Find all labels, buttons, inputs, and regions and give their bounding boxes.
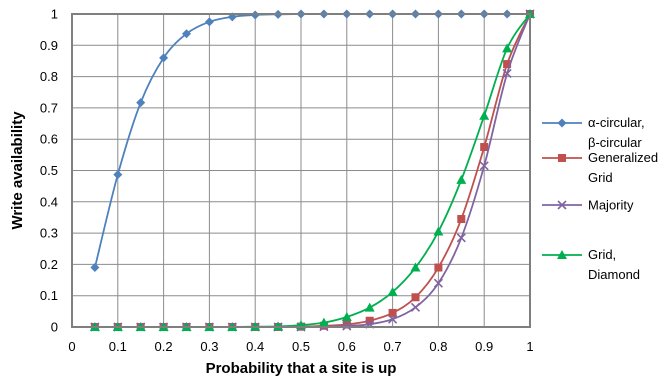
x-tick-label: 0.2 bbox=[155, 339, 173, 354]
data-point bbox=[159, 53, 169, 63]
x-tick-label: 0.1 bbox=[109, 339, 127, 354]
data-point bbox=[502, 43, 513, 53]
x-tick-label: 0.5 bbox=[292, 339, 310, 354]
data-point bbox=[318, 317, 329, 327]
legend-marker bbox=[557, 118, 567, 128]
data-point bbox=[479, 161, 489, 171]
legend-label: Grid, bbox=[588, 247, 616, 262]
x-tick-label: 0.7 bbox=[384, 339, 402, 354]
x-tick-label: 0.4 bbox=[246, 339, 264, 354]
data-point bbox=[434, 263, 443, 272]
y-tick-label: 0.4 bbox=[40, 194, 58, 209]
y-tick-label: 0.7 bbox=[40, 100, 58, 115]
data-point bbox=[410, 302, 421, 312]
legend-label: α-circular, bbox=[588, 115, 645, 130]
data-point bbox=[387, 286, 398, 296]
data-point bbox=[457, 215, 466, 224]
y-axis-ticks: 0 0.1 0.2 0.3 0.4 0.5 0.6 0.7 0.8 0.9 1 bbox=[40, 7, 58, 335]
data-point bbox=[365, 316, 374, 325]
data-point bbox=[410, 262, 421, 272]
data-point bbox=[479, 110, 490, 120]
data-point bbox=[480, 143, 489, 152]
y-axis-title: Write availability bbox=[9, 111, 26, 230]
data-point bbox=[433, 226, 444, 236]
grid-lines bbox=[71, 13, 531, 328]
legend-entry: Majority bbox=[542, 198, 634, 213]
y-tick-label: 0.6 bbox=[40, 132, 58, 147]
x-tick-label: 0 bbox=[68, 339, 75, 354]
data-point bbox=[503, 60, 512, 69]
data-point bbox=[182, 29, 191, 39]
legend-label: Generalized bbox=[588, 150, 658, 165]
data-point bbox=[364, 302, 375, 312]
x-tick-label: 0.6 bbox=[338, 339, 356, 354]
data-point bbox=[90, 263, 100, 273]
y-tick-label: 0.8 bbox=[40, 69, 58, 84]
data-point bbox=[388, 314, 398, 324]
legend-marker bbox=[557, 250, 567, 259]
x-tick-label: 0.9 bbox=[475, 339, 493, 354]
data-point bbox=[342, 320, 351, 329]
data-point bbox=[456, 174, 467, 184]
data-point bbox=[502, 68, 512, 79]
y-tick-label: 0.2 bbox=[40, 257, 58, 272]
x-tick-label: 0.3 bbox=[200, 339, 218, 354]
legend-label: Diamond bbox=[588, 267, 640, 282]
y-tick-label: 1 bbox=[51, 7, 58, 22]
legend-entry: Grid, Diamond bbox=[542, 247, 640, 282]
data-point bbox=[273, 321, 284, 331]
y-tick-label: 0 bbox=[51, 320, 58, 335]
data-point bbox=[433, 278, 443, 288]
legend-entry: α-circular, β-circular bbox=[542, 115, 645, 150]
data-point bbox=[388, 308, 397, 317]
data-point bbox=[456, 233, 466, 243]
legend-label: β-circular bbox=[588, 135, 642, 150]
y-tick-label: 0.1 bbox=[40, 288, 58, 303]
legend-marker bbox=[557, 200, 567, 210]
x-axis-ticks: 0 0.1 0.2 0.3 0.4 0.5 0.6 0.7 0.8 0.9 1 bbox=[68, 339, 533, 354]
data-point bbox=[136, 98, 146, 108]
data-point bbox=[411, 293, 420, 302]
data-point bbox=[341, 311, 352, 321]
data-point bbox=[204, 17, 214, 27]
y-tick-label: 0.5 bbox=[40, 163, 58, 178]
plot-frame bbox=[71, 13, 531, 328]
x-tick-label: 1 bbox=[526, 339, 533, 354]
legend-entry: Generalized Grid bbox=[542, 150, 658, 185]
x-axis-title: Probability that a site is up bbox=[206, 360, 397, 377]
data-point bbox=[113, 170, 123, 180]
legend-marker bbox=[558, 154, 566, 162]
legend-label: Grid bbox=[588, 170, 613, 185]
y-tick-label: 0.3 bbox=[40, 226, 58, 241]
y-tick-label: 0.9 bbox=[40, 38, 58, 53]
legend-label: Majority bbox=[588, 198, 634, 213]
x-tick-label: 0.8 bbox=[429, 339, 447, 354]
